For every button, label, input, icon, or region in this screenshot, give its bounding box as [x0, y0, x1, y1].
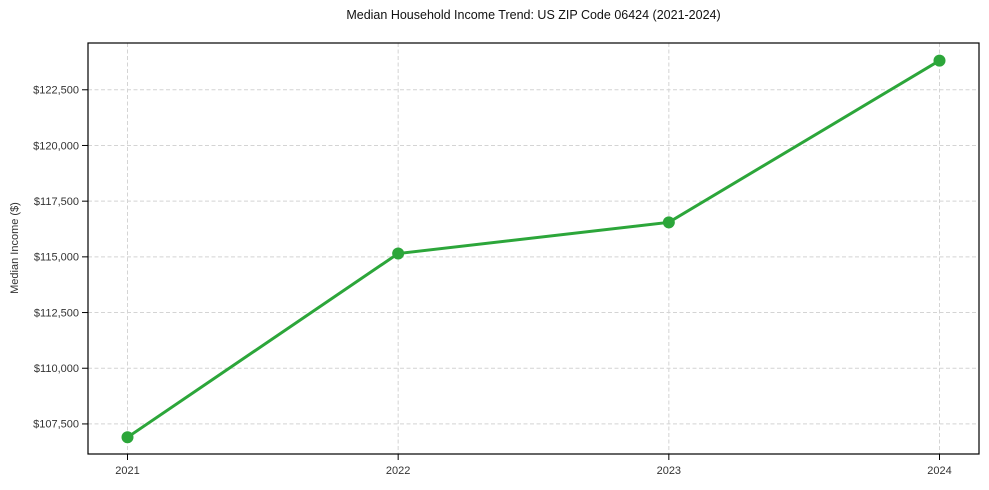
x-tick-label: 2024	[927, 465, 951, 477]
y-tick-label: $120,000	[33, 140, 79, 152]
data-point-2023	[662, 216, 675, 229]
chart-title: Median Household Income Trend: US ZIP Co…	[346, 8, 721, 22]
x-tick-label: 2023	[657, 465, 681, 477]
trend-line	[126, 59, 941, 439]
y-tick-label: $110,000	[34, 363, 79, 375]
data-point-2022	[392, 247, 405, 260]
x-tick-label: 2022	[386, 465, 410, 477]
y-tick-label: $107,500	[33, 419, 79, 431]
data-point-2024	[933, 54, 946, 67]
x-tick-label: 2021	[115, 465, 139, 477]
y-tick-label: $115,000	[34, 252, 79, 264]
plot-border	[87, 42, 980, 455]
y-tick-label: $117,500	[34, 196, 79, 208]
data-point-2021	[121, 431, 134, 444]
y-tick-label: $122,500	[33, 85, 79, 97]
y-tick-label: $112,500	[34, 307, 79, 319]
